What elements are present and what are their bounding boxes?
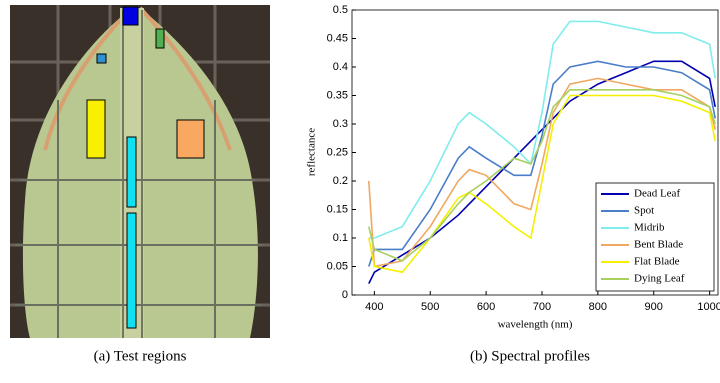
x-tick-label: 800 [589,301,607,313]
y-tick-label: 0.15 [327,203,348,215]
caption: (b) Spectral profiles [470,348,590,364]
y-tick-label: 0.45 [327,32,348,44]
series-line [368,94,716,274]
series-line [368,77,716,268]
y-tick-label: 0.05 [327,260,348,272]
series-line [368,20,716,239]
caption: (a) Test regions [94,348,187,364]
y-tick-label: 0.25 [327,146,348,158]
y-axis-label: reflectance [306,128,318,176]
series-line [368,60,716,267]
legend-label: Dying Leaf [634,273,685,285]
x-tick-label: 700 [533,301,551,313]
legend-label: Spot [634,205,654,217]
legend-label: Midrib [634,222,665,234]
y-tick-label: 0.35 [327,89,348,101]
x-tick-label: 1000 [697,301,720,313]
x-tick-label: 400 [365,301,383,313]
x-axis-label: wavelength (nm) [498,319,573,331]
leaf-photo [10,5,270,338]
y-tick-label: 0.1 [333,232,348,244]
y-tick-label: 0.3 [333,118,348,130]
legend-label: Bent Blade [634,239,683,251]
legend-label: Flat Blade [634,256,680,268]
legend-label: Dead Leaf [634,188,680,200]
series-line [368,89,716,262]
legend-box [595,182,715,292]
y-tick-label: 0.4 [333,61,348,73]
x-tick-label: 900 [645,301,663,313]
y-tick-label: 0.5 [333,4,348,16]
y-tick-label: 0 [342,289,348,301]
x-tick-label: 500 [421,301,439,313]
x-tick-label: 600 [477,301,495,313]
y-tick-label: 0.2 [333,175,348,187]
